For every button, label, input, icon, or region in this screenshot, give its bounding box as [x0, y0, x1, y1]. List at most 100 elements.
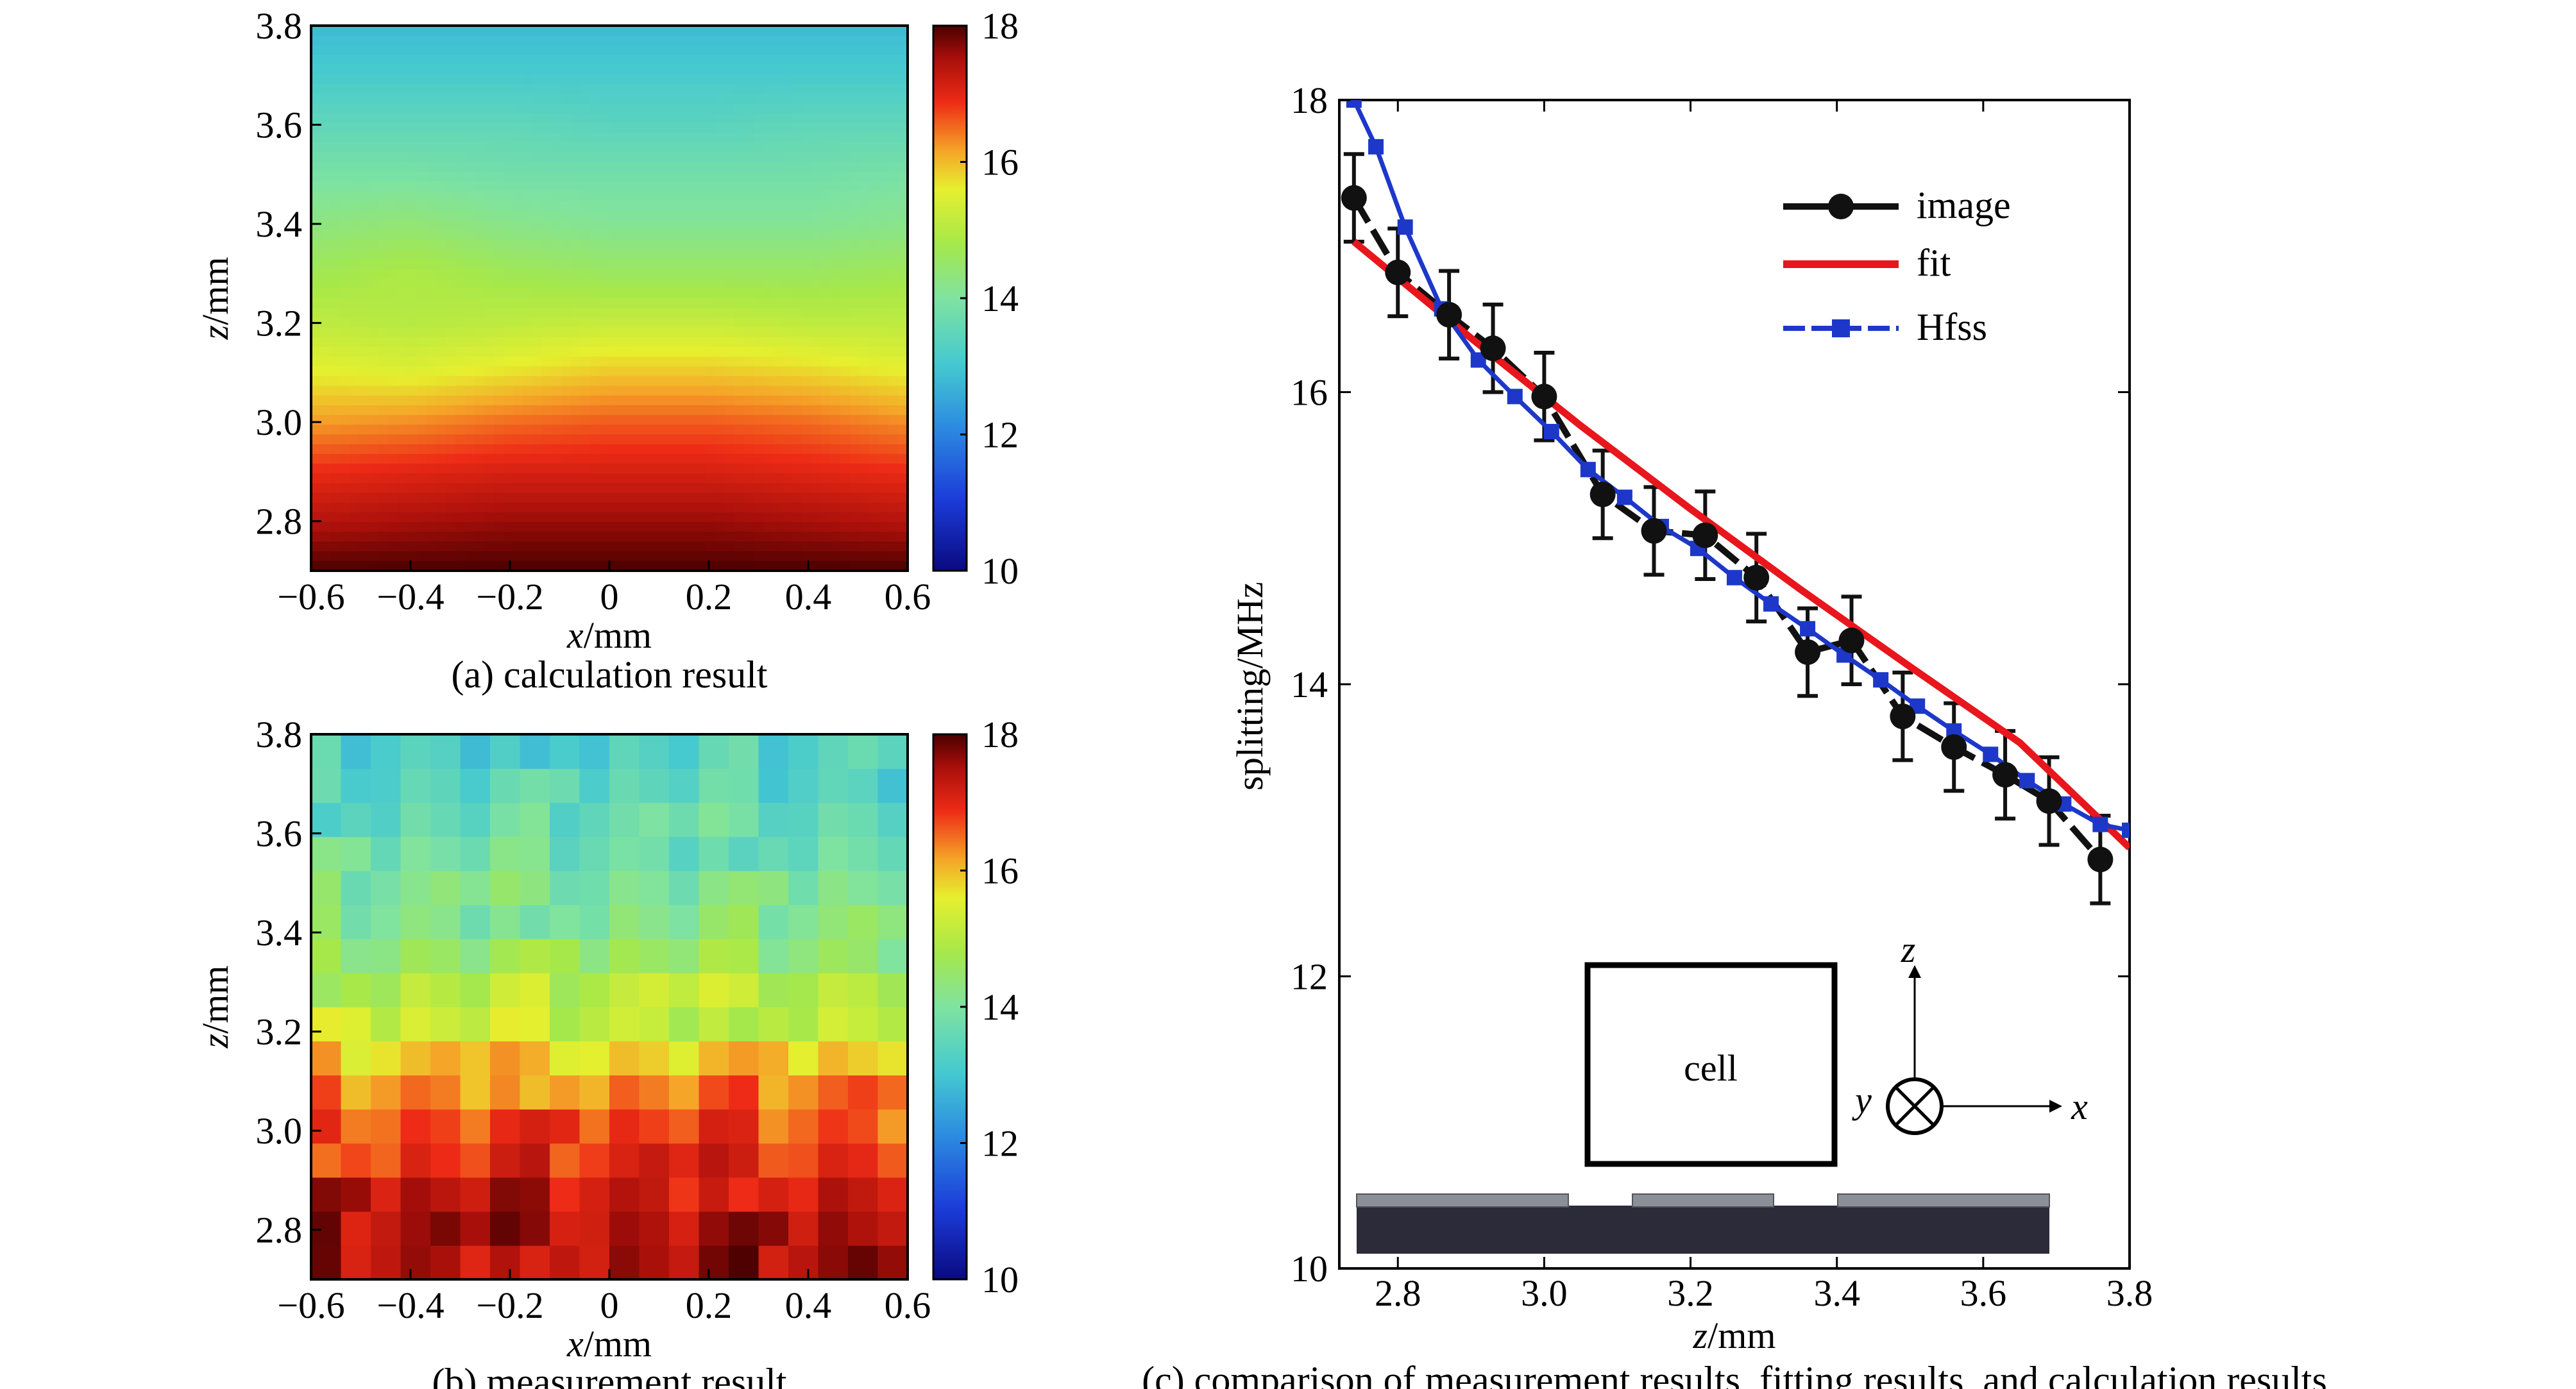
- heatmap-a-cell: [446, 346, 456, 357]
- heatmap-a-cell: [465, 230, 475, 240]
- heatmap-a-cell: [600, 492, 610, 503]
- heatmap-a-cell: [407, 395, 418, 406]
- heatmap-a-cell: [754, 230, 764, 240]
- heatmap-a-cell: [571, 171, 581, 182]
- heatmap-a-cell: [888, 210, 899, 221]
- heatmap-a-cell: [821, 337, 831, 348]
- heatmap-a-cell: [773, 366, 783, 377]
- heatmap-a-cell: [763, 444, 774, 455]
- heatmap-a-cell: [427, 64, 437, 75]
- heatmap-a-cell: [504, 366, 514, 377]
- heatmap-a-cell: [725, 502, 735, 513]
- heatmap-b-cell: [490, 1245, 521, 1280]
- heatmap-a-cell: [706, 113, 716, 124]
- heatmap-a-cell: [657, 230, 668, 240]
- heatmap-a-cell: [677, 453, 687, 464]
- heatmap-a-cell: [792, 45, 802, 56]
- heatmap-a-cell: [475, 142, 485, 153]
- heatmap-a-cell: [696, 239, 706, 250]
- heatmap-a-cell: [475, 152, 485, 163]
- heatmap-a-cell: [600, 278, 610, 289]
- heatmap-a-cell: [552, 230, 562, 240]
- heatmap-a-cell: [715, 298, 725, 308]
- heatmap-a-cell: [860, 473, 870, 484]
- heatmap-a-cell: [734, 434, 745, 445]
- heatmap-a-cell: [369, 55, 379, 65]
- heatmap-a-cell: [725, 346, 735, 357]
- heatmap-a-cell: [513, 288, 523, 299]
- heatmap-a-cell: [783, 142, 793, 153]
- heatmap-a-cell: [609, 337, 620, 348]
- heatmap-a-cell: [580, 434, 591, 445]
- heatmap-a-cell: [657, 434, 668, 445]
- heatmap-b-cell: [579, 1211, 610, 1246]
- heatmap-a-cell: [417, 444, 427, 455]
- heatmap-a-cell: [504, 103, 514, 114]
- heatmap-a-cell: [398, 269, 408, 280]
- heatmap-a-cell: [600, 230, 610, 240]
- heatmap-a-cell: [455, 239, 466, 250]
- heatmap-a-cell: [378, 298, 389, 308]
- heatmap-a-cell: [571, 269, 581, 280]
- heatmap-a-cell: [821, 434, 831, 445]
- heatmap-a-cell: [407, 327, 418, 338]
- heatmap-a-cell: [734, 288, 745, 299]
- heatmap-a-cell: [667, 327, 677, 338]
- heatmap-a-cell: [436, 269, 446, 280]
- heatmap-a-cell: [311, 337, 321, 348]
- heatmap-a-cell: [667, 492, 677, 503]
- heatmap-a-cell: [869, 541, 879, 552]
- heatmap-a-cell: [321, 142, 331, 153]
- heatmap-a-cell: [609, 26, 620, 36]
- heatmap-a-cell: [388, 45, 398, 56]
- heatmap-a-cell: [571, 366, 581, 377]
- heatmap-a-cell: [340, 492, 350, 503]
- heatmap-a-cell: [436, 113, 446, 124]
- heatmap-a-cell: [398, 278, 408, 289]
- heatmap-a-cell: [340, 249, 350, 260]
- heatmap-a-cell: [725, 288, 735, 299]
- heatmap-a-cell: [340, 308, 350, 319]
- heatmap-a-cell: [369, 512, 379, 523]
- heatmap-a-cell: [340, 385, 350, 396]
- heatmap-a-cell: [648, 405, 658, 416]
- heatmap-b-cell: [371, 1177, 402, 1212]
- heatmap-b-cell: [550, 768, 580, 804]
- heatmap-a-cell: [648, 162, 658, 173]
- heatmap-a-cell: [706, 64, 716, 75]
- panel-b: −0.6 −0.4 −0.2 0 0.2 0.4 0.62.83.03.23.43.63.8…: [194, 714, 1019, 1389]
- heatmap-a-cell: [686, 239, 697, 250]
- heatmap-a-cell: [821, 298, 831, 308]
- heatmap-a-cell: [484, 308, 495, 319]
- heatmap-a-cell: [571, 502, 581, 513]
- heatmap-b-cell: [520, 1041, 550, 1076]
- heatmap-a-cell: [465, 395, 475, 406]
- heatmap-a-cell: [773, 122, 783, 133]
- heatmap-a-cell: [706, 278, 716, 289]
- heatmap-a-cell: [638, 210, 648, 221]
- heatmap-a-cell: [888, 492, 899, 503]
- heatmap-a-cell: [860, 541, 870, 552]
- heatmap-a-cell: [638, 473, 648, 484]
- heatmap-a-cell: [763, 385, 774, 396]
- heatmap-a-cell: [523, 551, 533, 562]
- heatmap-a-cell: [869, 317, 879, 328]
- heatmap-a-cell: [629, 230, 639, 240]
- heatmap-b-cell: [699, 734, 729, 769]
- heatmap-a-cell: [475, 181, 485, 192]
- heatmap-a-cell: [831, 269, 841, 280]
- heatmap-a-cell: [811, 337, 822, 348]
- heatmap-a-cell: [629, 464, 639, 475]
- heatmap-a-cell: [580, 346, 591, 357]
- heatmap-a-cell: [821, 444, 831, 455]
- heatmap-b-cell: [848, 870, 879, 905]
- heatmap-a-cell: [657, 425, 668, 435]
- heatmap-a-cell: [706, 464, 716, 475]
- heatmap-a-cell: [879, 162, 889, 173]
- heatmap-a-cell: [580, 512, 591, 523]
- heatmap-a-cell: [427, 132, 437, 143]
- heatmap-a-cell: [850, 346, 860, 357]
- heatmap-a-cell: [619, 239, 629, 250]
- heatmap-a-cell: [436, 94, 446, 105]
- heatmap-a-cell: [657, 560, 668, 571]
